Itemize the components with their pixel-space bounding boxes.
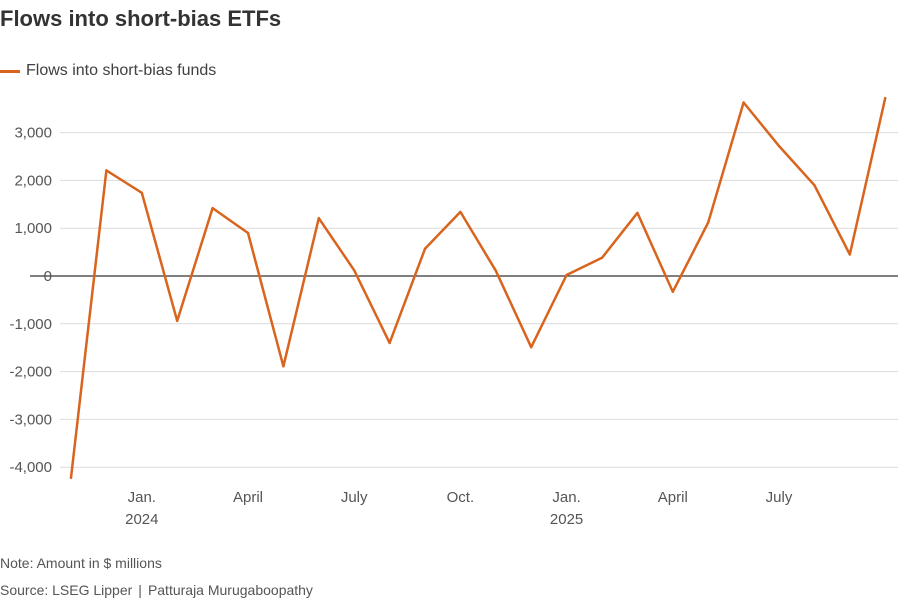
author-text: Patturaja Murugaboopathy xyxy=(147,582,313,598)
x-tick-label: April xyxy=(658,489,688,506)
data-point xyxy=(459,210,462,214)
x-tick-label: Jan. xyxy=(552,489,580,506)
legend-label: Flows into short-bias funds xyxy=(26,62,217,79)
y-tick-label: -3,000 xyxy=(9,411,52,428)
data-point xyxy=(742,101,745,104)
data-point xyxy=(671,290,674,293)
legend: Flows into short-bias funds xyxy=(0,62,216,80)
data-point xyxy=(565,273,568,277)
series-layer xyxy=(69,96,887,479)
data-point xyxy=(848,253,851,256)
source-separator: | xyxy=(138,582,142,598)
chart-note: Note: Amount in $ millions xyxy=(0,555,162,571)
data-point xyxy=(140,191,143,194)
data-point xyxy=(69,476,73,479)
data-point xyxy=(813,184,816,187)
x-tick-year-label: 2025 xyxy=(550,511,583,528)
series-line xyxy=(69,96,887,479)
data-point xyxy=(423,247,427,250)
data-point xyxy=(353,269,356,272)
data-point xyxy=(600,256,604,259)
data-point xyxy=(388,341,391,345)
x-tick-label: April xyxy=(233,489,263,506)
data-point xyxy=(246,231,250,235)
x-tick-year-label: 2024 xyxy=(125,511,158,528)
source-text: Source: LSEG Lipper xyxy=(0,582,133,598)
x-tick-label: Jan. xyxy=(128,489,156,506)
y-tick-label: -4,000 xyxy=(9,459,52,476)
y-tick-label: 2,000 xyxy=(14,172,52,189)
x-tick-label: Oct. xyxy=(447,489,475,506)
data-point xyxy=(282,365,285,368)
data-point xyxy=(777,144,781,148)
x-tick-label: July xyxy=(766,489,793,506)
data-point xyxy=(636,211,639,215)
y-tick-label: 3,000 xyxy=(14,125,52,142)
data-point xyxy=(211,206,214,210)
y-tick-label: -2,000 xyxy=(9,364,52,381)
data-point xyxy=(707,221,710,224)
data-point xyxy=(494,269,497,272)
grid-layer xyxy=(30,132,898,468)
y-tick-label: 0 xyxy=(44,268,52,285)
chart-title: Flows into short-bias ETFs xyxy=(0,6,282,31)
data-point xyxy=(530,346,533,349)
legend-swatch xyxy=(0,69,20,73)
y-tick-label: -1,000 xyxy=(9,316,52,333)
x-axis-labels: Jan. 2024 April July Oct. Jan. 2025 April July xyxy=(125,489,793,528)
chart-source: Source: LSEG Lipper | Patturaja Murugaboop… xyxy=(0,582,313,598)
y-tick-label: 1,000 xyxy=(14,220,52,237)
x-tick-label: July xyxy=(341,489,368,506)
data-point xyxy=(176,319,179,323)
data-point xyxy=(884,97,887,100)
y-axis-labels: 3,000 2,000 1,000 0 -1,000 -2,000 -3,000 -4,000 xyxy=(9,125,52,477)
data-point xyxy=(317,217,320,220)
data-point xyxy=(105,169,108,172)
